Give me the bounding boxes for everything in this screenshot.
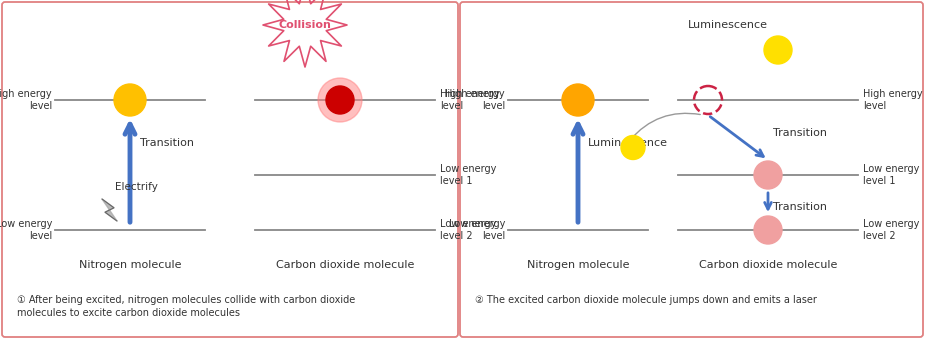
Circle shape [621, 136, 645, 160]
Text: High energy
level: High energy level [0, 89, 52, 111]
Text: Low energy
level 2: Low energy level 2 [863, 219, 919, 241]
Text: Transition: Transition [140, 138, 194, 147]
Text: Carbon dioxide molecule: Carbon dioxide molecule [276, 260, 414, 270]
Circle shape [754, 161, 782, 189]
Text: High energy
level: High energy level [440, 89, 500, 111]
Text: Low energy
level: Low energy level [0, 219, 52, 241]
Text: Transition: Transition [773, 127, 827, 138]
Text: Nitrogen molecule: Nitrogen molecule [526, 260, 629, 270]
Text: Luminescence: Luminescence [688, 20, 768, 30]
Text: ① After being excited, nitrogen molecules collide with carbon dioxide
molecules : ① After being excited, nitrogen molecule… [17, 295, 355, 318]
Text: High energy
level: High energy level [445, 89, 505, 111]
Text: Luminescence: Luminescence [588, 138, 668, 147]
Text: Electrify: Electrify [115, 182, 158, 192]
Polygon shape [102, 199, 117, 221]
Circle shape [318, 78, 362, 122]
Circle shape [764, 36, 792, 64]
Circle shape [114, 84, 146, 116]
Text: Low energy
level: Low energy level [449, 219, 505, 241]
Text: Nitrogen molecule: Nitrogen molecule [79, 260, 181, 270]
Circle shape [562, 84, 594, 116]
Text: Low energy
level 1: Low energy level 1 [863, 164, 919, 186]
FancyBboxPatch shape [460, 2, 923, 337]
Text: Collision: Collision [278, 20, 331, 30]
FancyBboxPatch shape [2, 2, 458, 337]
Text: Low energy
level 2: Low energy level 2 [440, 219, 497, 241]
Text: ② The excited carbon dioxide molecule jumps down and emits a laser: ② The excited carbon dioxide molecule ju… [475, 295, 817, 305]
Text: Transition: Transition [773, 202, 827, 213]
Circle shape [754, 216, 782, 244]
Text: Carbon dioxide molecule: Carbon dioxide molecule [698, 260, 837, 270]
Text: High energy
level: High energy level [863, 89, 922, 111]
Circle shape [326, 86, 354, 114]
Text: Low energy
level 1: Low energy level 1 [440, 164, 497, 186]
